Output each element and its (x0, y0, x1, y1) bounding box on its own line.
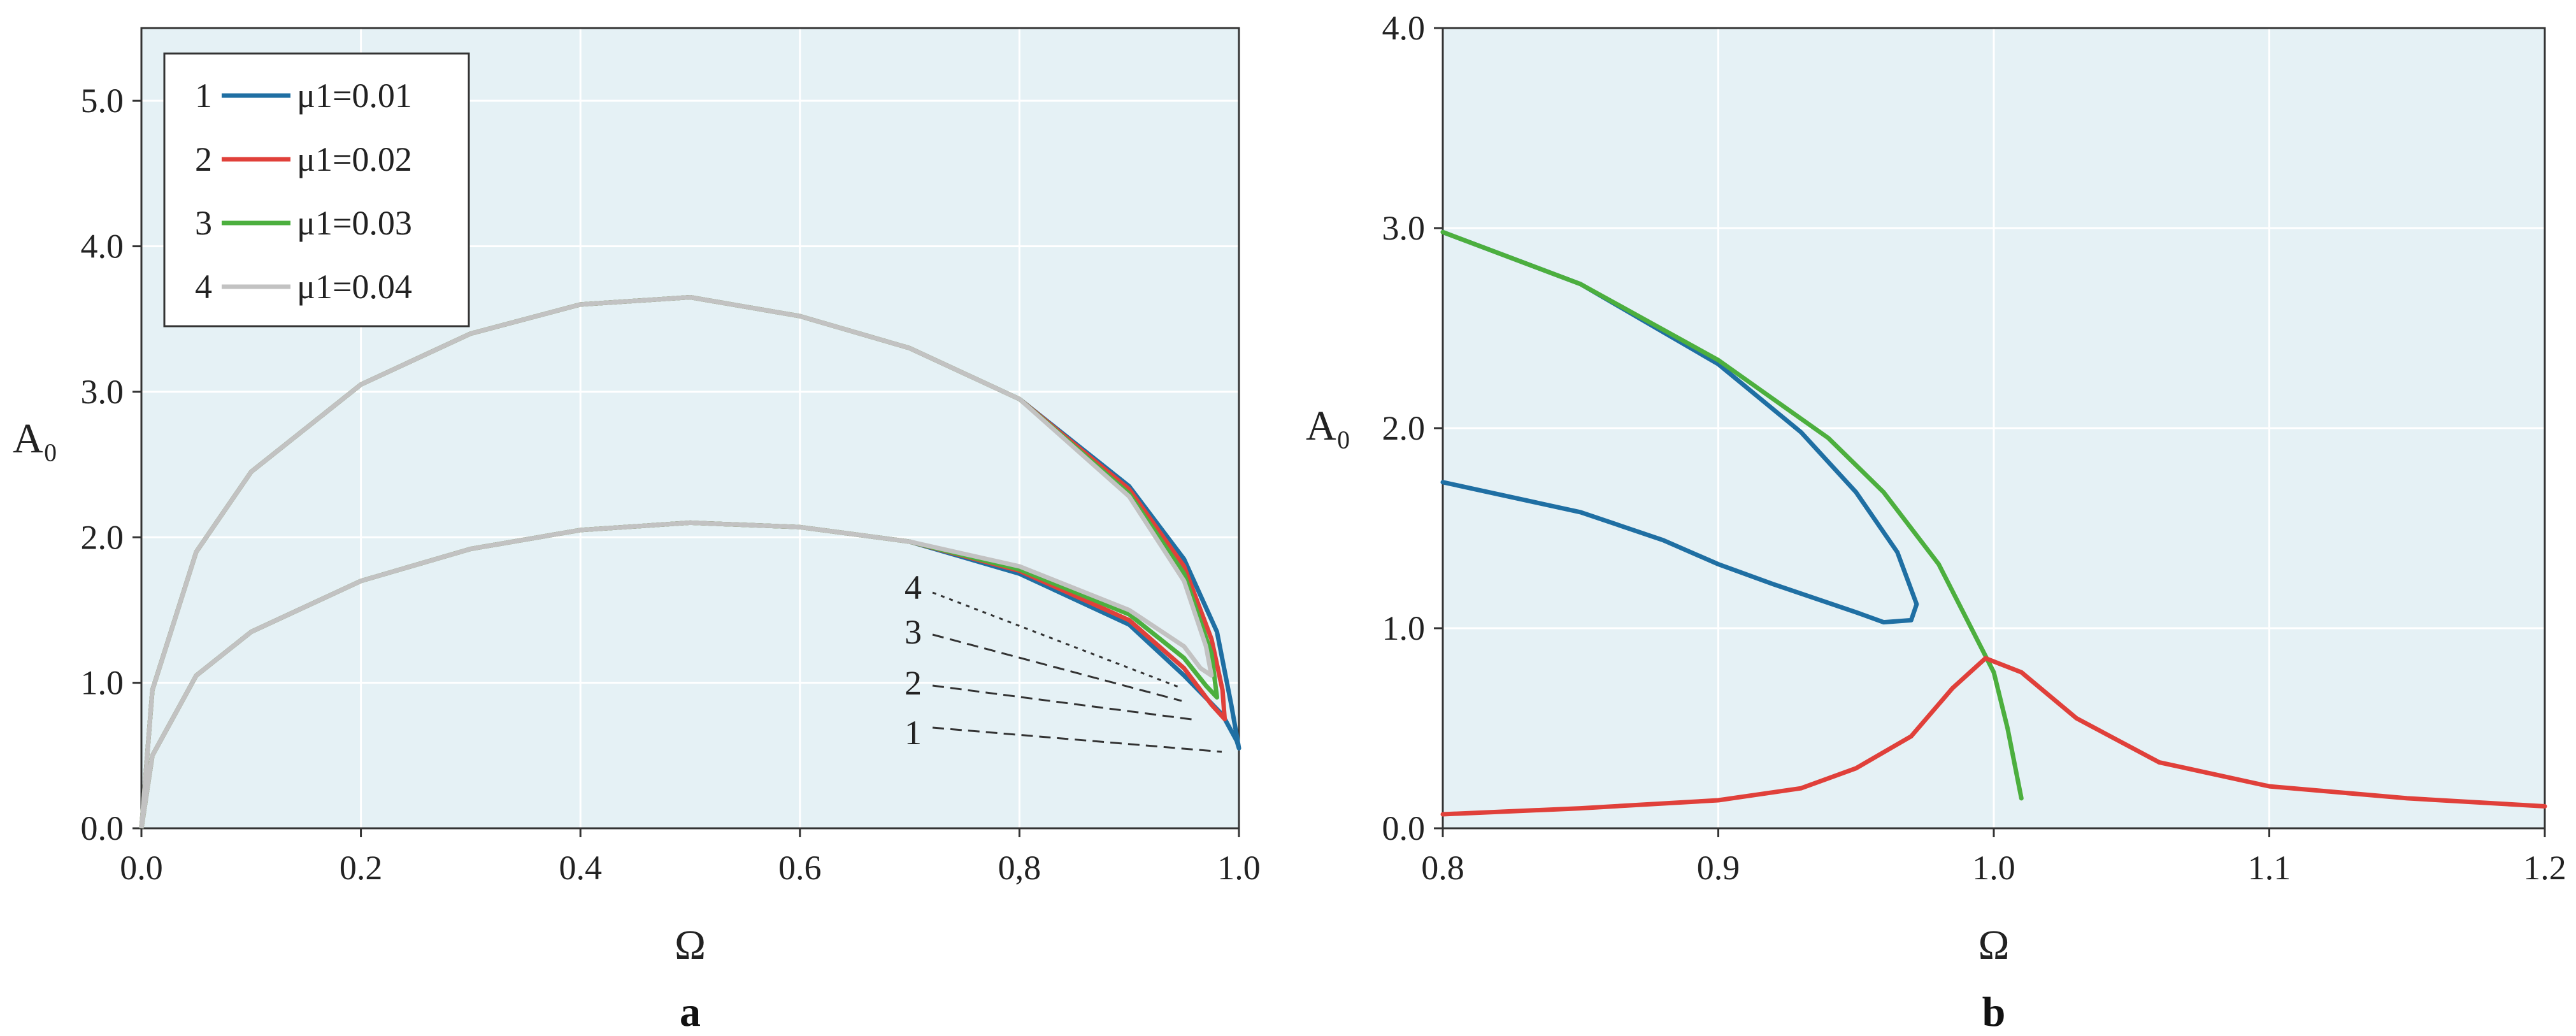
annotation-leader (932, 633, 1182, 702)
y-tick-label: 3.0 (81, 373, 124, 411)
y-tick-label: 5.0 (81, 82, 124, 120)
chart-panel-a: 0.0 0.2 0.4 0.6 0,8 1.0 0.0 1.0 2.0 3.0 4.0 5.0 Ω A₀ a… (13, 27, 1261, 1035)
x-tick-label: 1.0 (1217, 849, 1261, 887)
x-axis-label: Ω (1978, 922, 2009, 968)
x-tick-label: 0.8 (1421, 849, 1464, 887)
y-tick-label: 0.0 (81, 809, 124, 847)
legend-label: μ1=0.03 (297, 204, 412, 242)
x-tick-label: 0.6 (778, 849, 822, 887)
y-tick-label: 0.0 (1382, 809, 1426, 847)
chart-panel-b: 0.8 0.9 1.0 1.1 1.2 0.0 1.0 2.0 3.0 4.0 Ω A₀ b (1306, 9, 2566, 1035)
annotation-label: 1 (905, 714, 922, 752)
series-line (1440, 229, 2024, 801)
y-tick-label: 2.0 (81, 518, 124, 556)
y-axis-label: A₀ (13, 415, 58, 462)
x-tick-label: 0.4 (559, 849, 602, 887)
y-tick-label: 4.0 (81, 227, 124, 266)
plot-frame (140, 27, 1240, 830)
x-tick-label: 0.0 (120, 849, 163, 887)
legend-label: μ1=0.02 (297, 140, 412, 178)
annotation-label: 4 (905, 568, 922, 607)
legend-box (163, 52, 470, 327)
annotation-label: 3 (905, 613, 922, 651)
x-tick-label: 1.0 (1972, 849, 2015, 887)
y-axis-label: A₀ (1306, 403, 1351, 449)
annotation-leader (932, 684, 1197, 721)
annotation-label: 2 (905, 664, 922, 702)
x-tick-label: 0.9 (1697, 849, 1740, 887)
y-tick-label: 2.0 (1382, 409, 1426, 447)
legend-label: μ1=0.04 (297, 268, 412, 306)
y-tick-label: 1.0 (81, 664, 124, 702)
legend-number: 4 (195, 268, 212, 306)
series-line (1440, 229, 1919, 625)
legend-number: 1 (195, 76, 212, 115)
y-tick-label: 3.0 (1382, 209, 1426, 247)
x-tick-label: 1.2 (2523, 849, 2566, 887)
legend-number: 3 (195, 204, 212, 242)
series-line (1440, 656, 2547, 817)
x-tick-label: 0.2 (340, 849, 383, 887)
legend-number: 2 (195, 140, 212, 178)
annotation-leader (932, 726, 1222, 753)
legend-label: μ1=0.01 (297, 76, 412, 115)
x-axis-label: Ω (675, 922, 706, 968)
y-tick-label: 1.0 (1382, 609, 1426, 647)
y-tick-label: 4.0 (1382, 9, 1426, 47)
series-line (139, 295, 1214, 829)
x-tick-label: 0,8 (998, 849, 1041, 887)
x-tick-label: 1.1 (2248, 849, 2291, 887)
legend: 1 μ1=0.01 2 μ1=0.02 3 μ1=0.03 4 μ1=0.04 (163, 52, 470, 327)
panel-label: b (1982, 989, 2006, 1035)
panel-label: a (680, 989, 701, 1035)
